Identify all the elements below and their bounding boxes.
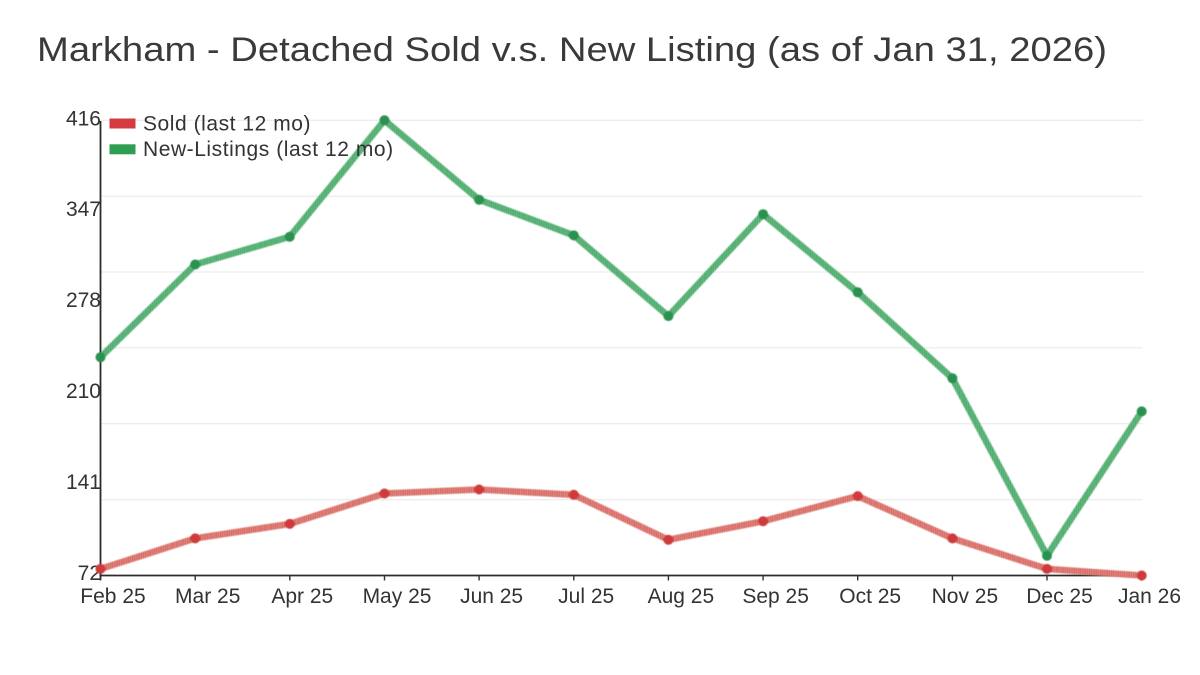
svg-text:Dec 25: Dec 25 <box>1026 585 1093 608</box>
svg-text:72: 72 <box>78 562 101 585</box>
svg-text:141: 141 <box>66 471 101 494</box>
svg-text:Jan 26: Jan 26 <box>1118 585 1181 608</box>
svg-text:210: 210 <box>66 380 101 403</box>
svg-text:Jul 25: Jul 25 <box>558 585 614 608</box>
svg-text:Apr 25: Apr 25 <box>271 585 333 608</box>
svg-text:Feb 25: Feb 25 <box>80 585 145 608</box>
svg-text:Aug 25: Aug 25 <box>648 585 715 608</box>
svg-text:May 25: May 25 <box>363 585 432 608</box>
svg-text:278: 278 <box>66 289 101 312</box>
svg-text:416: 416 <box>66 107 101 130</box>
svg-text:Nov 25: Nov 25 <box>932 585 999 608</box>
svg-text:Oct 25: Oct 25 <box>839 585 901 608</box>
svg-text:Markham - Detached Sold v.s. N: Markham - Detached Sold v.s. New Listing… <box>37 31 1107 69</box>
svg-text:Jun 25: Jun 25 <box>460 585 523 608</box>
svg-text:Sold (last 12 mo): Sold (last 12 mo) <box>143 112 311 135</box>
svg-text:Sep 25: Sep 25 <box>742 585 809 608</box>
svg-text:Mar 25: Mar 25 <box>175 585 240 608</box>
svg-text:347: 347 <box>66 198 101 221</box>
svg-text:New-Listings (last 12 mo): New-Listings (last 12 mo) <box>143 138 394 161</box>
